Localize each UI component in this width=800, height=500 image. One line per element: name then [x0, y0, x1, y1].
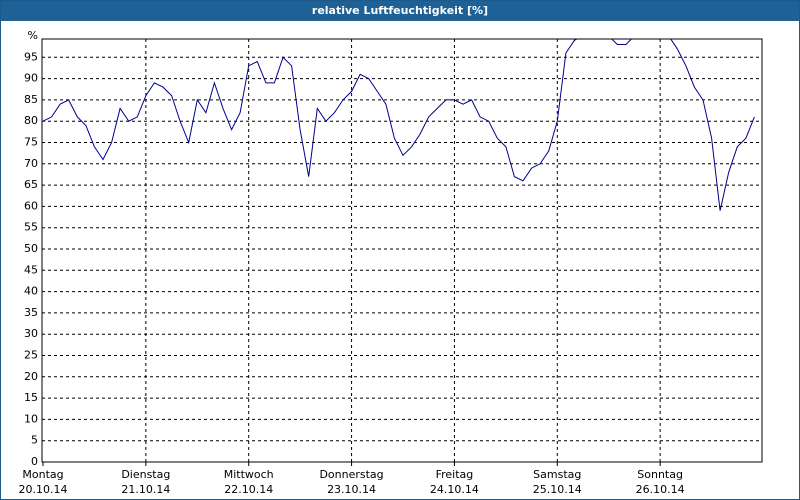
y-tick-label: 15 — [24, 391, 38, 404]
x-tick-label: Sonntag 26.10.14 — [635, 468, 685, 496]
y-tick-label: 75 — [24, 136, 38, 149]
y-tick-label: 45 — [24, 263, 38, 276]
y-tick-label: 25 — [24, 349, 38, 362]
y-tick-label: 30 — [24, 327, 38, 340]
x-tick-label: Donnerstag 23.10.14 — [319, 468, 384, 496]
y-tick-label: 40 — [24, 285, 38, 298]
y-tick-label: 5 — [31, 434, 38, 447]
y-tick-label: 35 — [24, 306, 38, 319]
y-tick-label: 0 — [31, 455, 38, 468]
y-tick-label: 80 — [24, 114, 38, 127]
y-tick-label: 20 — [24, 370, 38, 383]
y-tick-label: 65 — [24, 178, 38, 191]
x-tick-label: Dienstag 21.10.14 — [121, 468, 171, 496]
x-tick-label: Mittwoch 22.10.14 — [223, 468, 274, 496]
data-line — [42, 39, 755, 211]
y-tick-label: 90 — [24, 72, 38, 85]
plot-border — [41, 38, 763, 463]
y-tick-label: 50 — [24, 242, 38, 255]
y-tick-label: 95 — [24, 50, 38, 63]
y-tick-label: 85 — [24, 93, 38, 106]
y-tick-label: 70 — [24, 157, 38, 170]
y-tick-label: 60 — [24, 199, 38, 212]
y-tick-label: 10 — [24, 412, 38, 425]
x-tick-label: Freitag 24.10.14 — [429, 468, 479, 496]
y-tick-label: 55 — [24, 221, 38, 234]
plot-area — [42, 39, 762, 462]
x-tick-label: Montag 20.10.14 — [18, 468, 68, 496]
x-tick-label: Samstag 25.10.14 — [532, 468, 582, 496]
y-tick-label: % — [28, 29, 38, 42]
chart-title: relative Luftfeuchtigkeit [%] — [1, 1, 799, 21]
